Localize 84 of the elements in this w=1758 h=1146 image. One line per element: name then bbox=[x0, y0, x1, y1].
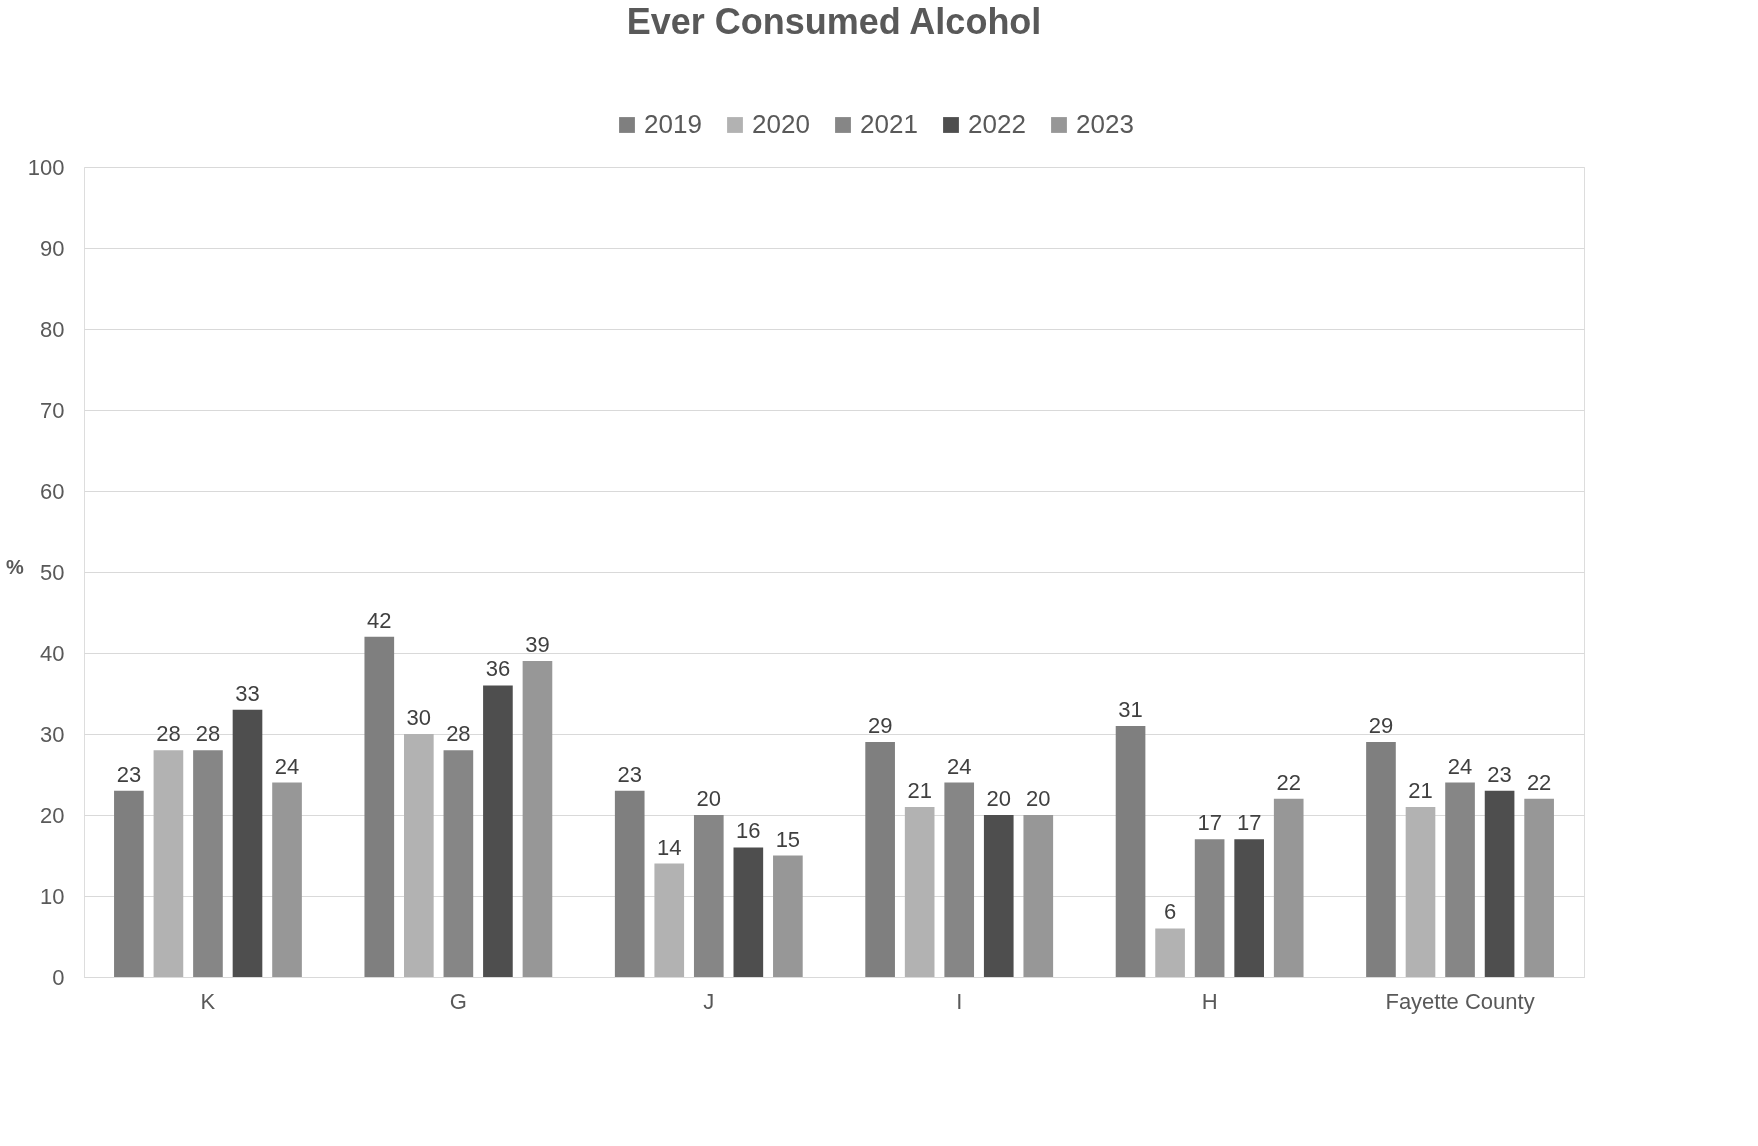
bar bbox=[1155, 928, 1185, 977]
bar bbox=[944, 782, 975, 977]
y-tick-label: 80 bbox=[40, 316, 65, 342]
data-label: 30 bbox=[406, 705, 432, 730]
bar bbox=[153, 750, 184, 977]
bar bbox=[1484, 790, 1515, 977]
data-label: 24 bbox=[1447, 753, 1473, 779]
x-tick-label: I bbox=[956, 988, 963, 1014]
chart-title: Ever Consumed Alcohol bbox=[626, 1, 1042, 42]
data-label: 29 bbox=[1368, 713, 1394, 739]
data-label: 20 bbox=[1026, 786, 1051, 811]
bar bbox=[1115, 725, 1146, 977]
data-label: 22 bbox=[1276, 769, 1301, 795]
data-label: 22 bbox=[1526, 769, 1552, 795]
data-label: 28 bbox=[195, 721, 221, 747]
data-label: 36 bbox=[485, 656, 511, 682]
x-tick-label: G bbox=[449, 988, 467, 1014]
x-tick-label: H bbox=[1201, 988, 1218, 1014]
bar bbox=[272, 782, 302, 977]
bar bbox=[983, 815, 1014, 977]
legend-label: 2019 bbox=[644, 109, 702, 139]
data-label: 15 bbox=[775, 826, 801, 852]
bar bbox=[693, 815, 724, 977]
bar bbox=[114, 790, 144, 977]
data-label: 29 bbox=[867, 713, 893, 739]
y-tick-label: 20 bbox=[40, 802, 65, 828]
y-axis-title: % bbox=[6, 555, 24, 578]
y-tick-label: 0 bbox=[52, 964, 65, 990]
y-tick-label: 10 bbox=[40, 883, 65, 909]
data-label: 24 bbox=[946, 753, 972, 779]
data-label: 24 bbox=[274, 753, 300, 779]
data-label: 16 bbox=[736, 818, 761, 844]
legend-label: 2022 bbox=[968, 109, 1026, 139]
bar bbox=[1194, 839, 1225, 977]
data-label: 20 bbox=[986, 786, 1011, 811]
data-label: 42 bbox=[367, 607, 392, 633]
bar bbox=[614, 790, 645, 977]
bar bbox=[1445, 782, 1475, 977]
bar bbox=[1405, 806, 1436, 977]
bar bbox=[654, 863, 685, 977]
bar bbox=[904, 806, 935, 977]
y-tick-label: 50 bbox=[40, 559, 65, 585]
bar bbox=[443, 750, 474, 977]
bar bbox=[773, 855, 803, 977]
legend-label: 2023 bbox=[1076, 109, 1134, 139]
bar bbox=[364, 636, 395, 977]
data-label: 17 bbox=[1236, 810, 1262, 836]
y-tick-label: 30 bbox=[40, 721, 65, 747]
bar bbox=[1524, 798, 1554, 977]
y-tick-label: 90 bbox=[40, 235, 65, 261]
data-label: 23 bbox=[116, 761, 142, 787]
bar bbox=[1273, 798, 1304, 977]
x-tick-label: J bbox=[703, 988, 715, 1014]
data-label: 31 bbox=[1118, 696, 1143, 722]
bar bbox=[865, 742, 895, 977]
data-label: 23 bbox=[1487, 761, 1512, 787]
y-tick-label: 70 bbox=[40, 397, 65, 423]
data-label: 28 bbox=[156, 721, 181, 747]
data-label: 20 bbox=[696, 786, 722, 811]
data-label: 14 bbox=[657, 834, 682, 860]
bar bbox=[404, 734, 434, 977]
y-tick-label: 100 bbox=[27, 154, 65, 180]
data-label: 33 bbox=[235, 680, 260, 706]
data-label: 17 bbox=[1197, 810, 1222, 836]
y-tick-label: 40 bbox=[40, 640, 65, 666]
bar bbox=[193, 750, 223, 977]
bar bbox=[1234, 839, 1264, 977]
data-label: 23 bbox=[617, 761, 642, 787]
y-tick-label: 60 bbox=[40, 478, 65, 504]
data-label: 28 bbox=[446, 721, 471, 747]
bar bbox=[232, 709, 263, 977]
bar bbox=[733, 847, 764, 977]
data-label: 39 bbox=[525, 632, 550, 658]
data-label: 21 bbox=[907, 777, 932, 803]
data-label: 21 bbox=[1408, 777, 1433, 803]
bar bbox=[522, 661, 553, 977]
bar bbox=[483, 685, 513, 977]
x-tick-label: K bbox=[200, 988, 216, 1014]
data-label: 6 bbox=[1163, 899, 1177, 925]
legend-label: 2020 bbox=[752, 109, 810, 139]
legend-label: 2021 bbox=[860, 109, 918, 139]
bar bbox=[1023, 815, 1054, 977]
x-tick-label: Fayette County bbox=[1385, 988, 1535, 1014]
bar bbox=[1366, 742, 1396, 977]
